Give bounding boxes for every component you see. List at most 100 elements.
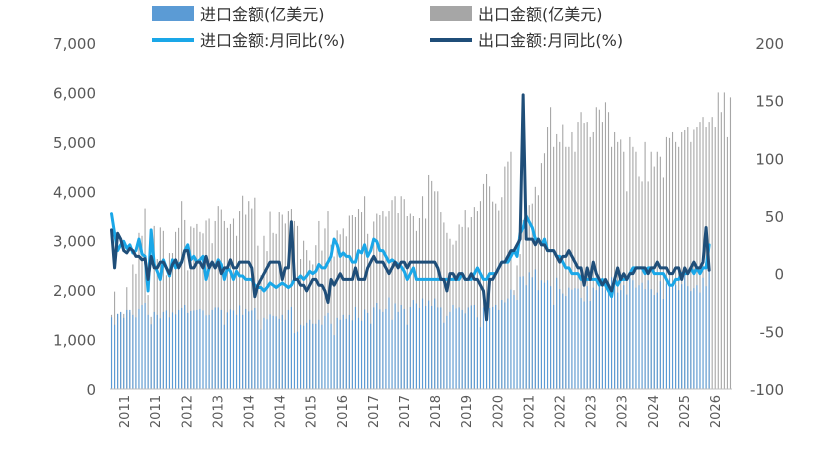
export-bar bbox=[479, 201, 482, 389]
export-bar bbox=[482, 183, 485, 389]
export-bar bbox=[287, 211, 289, 389]
export-bar bbox=[300, 259, 302, 389]
export-bar bbox=[382, 211, 384, 389]
import-bar bbox=[318, 319, 320, 389]
export-bar bbox=[257, 245, 259, 389]
export-bar bbox=[229, 223, 231, 389]
export-bar bbox=[617, 141, 619, 389]
import-bar bbox=[647, 280, 649, 389]
import-bar bbox=[519, 276, 521, 389]
import-bar bbox=[110, 317, 113, 389]
import-bar bbox=[598, 286, 600, 389]
import-bar bbox=[440, 307, 442, 389]
export-bar bbox=[162, 230, 164, 389]
import-bar bbox=[382, 311, 384, 389]
import-bar bbox=[385, 308, 387, 389]
import-bar bbox=[257, 319, 259, 389]
left-tick-label: 5,000 bbox=[53, 134, 96, 152]
x-tick-label: 2011 bbox=[149, 395, 164, 428]
left-tick-label: 7,000 bbox=[53, 35, 96, 53]
export-bar bbox=[571, 131, 573, 389]
import-bar bbox=[675, 285, 677, 389]
import-bar bbox=[217, 307, 219, 389]
export-bar bbox=[290, 209, 292, 389]
export-bar bbox=[193, 227, 195, 389]
export-bar bbox=[626, 191, 628, 389]
import-bar bbox=[293, 333, 296, 389]
import-bar bbox=[117, 313, 119, 389]
export-bar bbox=[293, 220, 296, 389]
import-bar bbox=[379, 309, 381, 389]
import-bar bbox=[150, 324, 152, 389]
x-tick-label: 2013 bbox=[211, 395, 226, 428]
export-bar bbox=[336, 230, 338, 389]
export-bar bbox=[671, 131, 674, 389]
export-bar bbox=[153, 225, 155, 389]
export-bar bbox=[559, 141, 561, 389]
import-bar bbox=[144, 302, 146, 389]
import-bar bbox=[665, 283, 667, 389]
export-bar bbox=[458, 224, 460, 389]
import-bar bbox=[120, 311, 122, 389]
import-bar bbox=[306, 322, 308, 389]
export-bar bbox=[446, 232, 448, 389]
export-bar bbox=[354, 216, 356, 389]
import-bar bbox=[391, 319, 393, 389]
import-bar bbox=[312, 323, 314, 389]
export-bar bbox=[397, 213, 399, 389]
import-bar bbox=[324, 315, 326, 389]
export-bar bbox=[245, 214, 247, 389]
import-bar bbox=[287, 309, 289, 389]
export-bar bbox=[251, 208, 253, 389]
legend-swatch-bar bbox=[152, 6, 194, 21]
legend-label: 出口金额:月同比(%) bbox=[478, 31, 623, 50]
export-bar bbox=[235, 235, 238, 389]
export-bar bbox=[440, 212, 442, 389]
import-bar bbox=[562, 293, 564, 389]
export-bar bbox=[324, 228, 326, 389]
export-bar bbox=[656, 151, 658, 389]
import-bar bbox=[196, 309, 198, 389]
x-tick-label: 2014 bbox=[242, 395, 257, 428]
import-bar bbox=[577, 288, 579, 389]
left-tick-label: 6,000 bbox=[53, 84, 96, 102]
export-bar bbox=[611, 146, 613, 389]
export-bar bbox=[263, 235, 265, 389]
import-bar bbox=[574, 288, 576, 389]
export-bar bbox=[507, 161, 509, 389]
import-bar bbox=[123, 317, 125, 389]
import-bar bbox=[550, 286, 552, 389]
import-bar bbox=[245, 308, 247, 389]
export-bar bbox=[675, 141, 677, 389]
export-bar bbox=[486, 173, 488, 389]
import-bar bbox=[495, 304, 497, 389]
import-bar bbox=[479, 327, 482, 389]
x-tick-label: 2015 bbox=[305, 395, 320, 428]
export-bar bbox=[498, 210, 500, 389]
import-bar bbox=[428, 300, 430, 389]
import-bar bbox=[513, 295, 515, 389]
export-bar bbox=[638, 176, 640, 389]
import-bar bbox=[501, 300, 503, 389]
export-bar bbox=[556, 133, 558, 389]
export-bar bbox=[711, 117, 713, 389]
x-tick-label: 2019 bbox=[460, 395, 475, 428]
import-bar bbox=[693, 288, 695, 389]
export-bar bbox=[242, 195, 244, 389]
import-bar bbox=[364, 309, 366, 389]
left-tick-label: 1,000 bbox=[53, 332, 96, 350]
import-bar bbox=[275, 316, 277, 389]
export-bar bbox=[428, 174, 430, 389]
import-bar bbox=[181, 307, 183, 389]
export-bar bbox=[406, 216, 408, 389]
export-bar bbox=[550, 107, 552, 389]
import-bar bbox=[175, 314, 177, 389]
import-bar bbox=[135, 317, 137, 389]
import-bar bbox=[662, 299, 664, 389]
export-bar bbox=[391, 200, 393, 389]
export-bar bbox=[607, 112, 610, 389]
import-bar bbox=[342, 314, 344, 389]
import-bar bbox=[592, 287, 594, 389]
import-bar bbox=[208, 314, 210, 389]
